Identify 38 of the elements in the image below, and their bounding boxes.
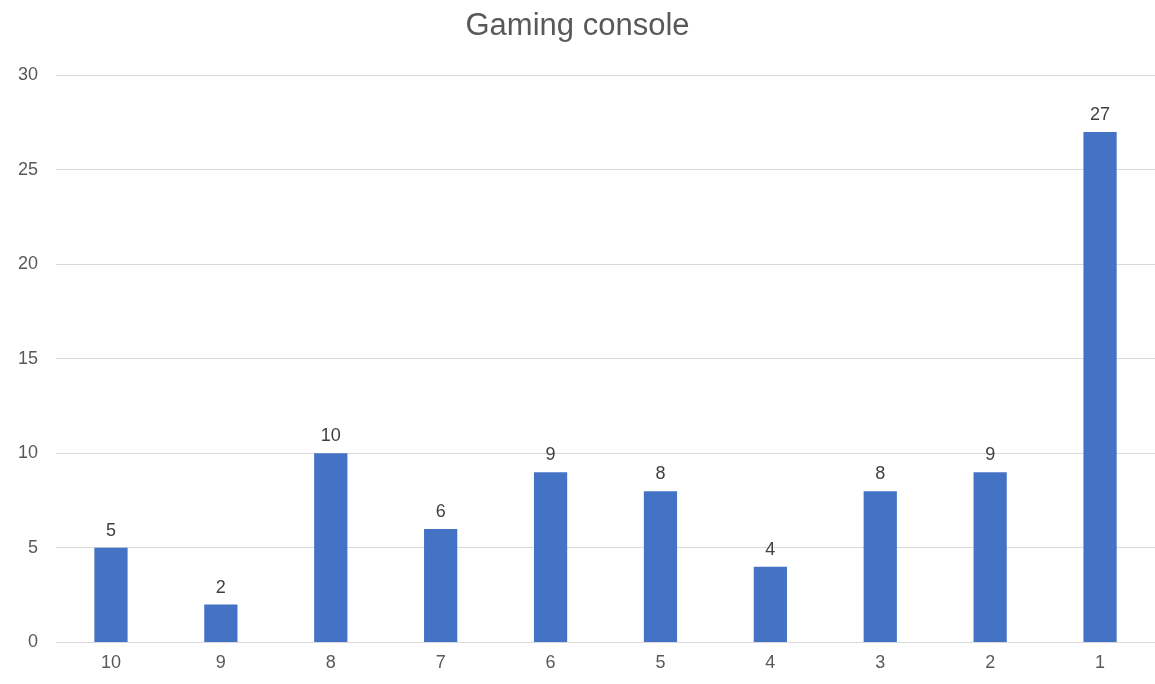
- x-tick-label: 5: [655, 652, 666, 673]
- data-label: 2: [215, 576, 226, 597]
- x-tick-label: 3: [875, 652, 886, 673]
- data-label: 4: [765, 538, 776, 559]
- data-label: 8: [875, 463, 886, 484]
- y-tick-label: 30: [17, 64, 39, 85]
- x-tick-label: 2: [985, 652, 996, 673]
- chart-title: Gaming console: [465, 7, 690, 43]
- data-label: 9: [985, 444, 996, 465]
- bar: [204, 604, 238, 642]
- bar: [94, 547, 128, 642]
- y-tick-label: 10: [17, 442, 39, 463]
- x-tick-label: 10: [100, 652, 121, 673]
- data-label: 9: [545, 444, 556, 465]
- x-tick-label: 7: [435, 652, 446, 673]
- bar: [314, 453, 348, 642]
- bar: [424, 528, 458, 642]
- x-tick-label: 8: [325, 652, 336, 673]
- data-label: 6: [435, 500, 446, 521]
- x-tick-label: 1: [1095, 652, 1106, 673]
- bar: [863, 491, 897, 642]
- y-tick-label: 5: [28, 536, 39, 557]
- bar: [643, 491, 678, 642]
- bar: [1083, 131, 1117, 642]
- y-tick-label: 25: [17, 158, 39, 179]
- y-tick-label: 0: [28, 631, 39, 652]
- bar: [533, 472, 568, 642]
- data-label: 27: [1090, 103, 1111, 124]
- x-tick-label: 6: [545, 652, 556, 673]
- x-tick-label: 4: [765, 652, 776, 673]
- data-label: 5: [105, 519, 116, 540]
- y-tick-label: 15: [17, 347, 39, 368]
- x-tick-label: 9: [215, 652, 226, 673]
- y-tick-label: 20: [17, 253, 39, 274]
- bar: [973, 472, 1007, 642]
- data-label: 10: [320, 425, 341, 446]
- data-label: 8: [655, 463, 666, 484]
- bar: [753, 566, 787, 642]
